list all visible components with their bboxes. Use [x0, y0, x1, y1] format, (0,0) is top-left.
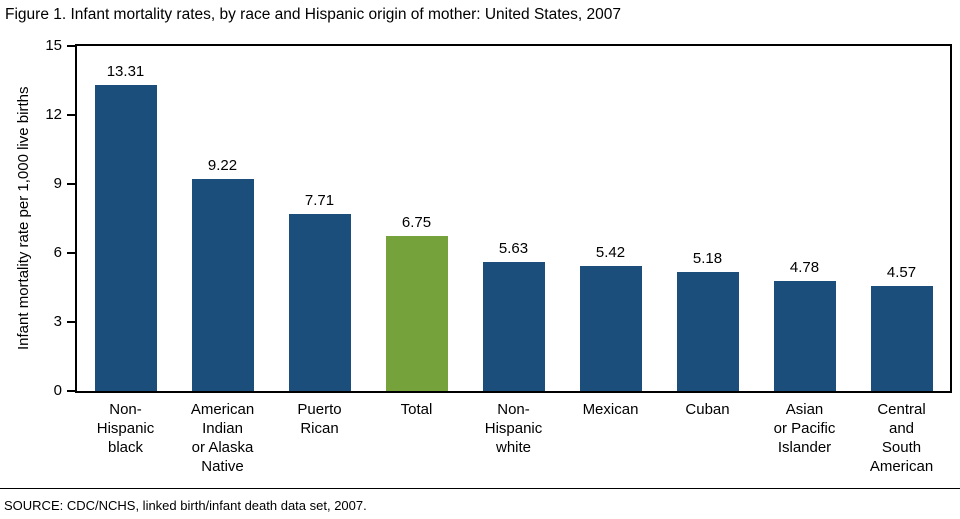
- x-category-label: Non- Hispanic white: [484, 401, 543, 456]
- bar: [482, 261, 545, 391]
- bar-value-label: 6.75: [401, 213, 432, 231]
- bar: [773, 281, 836, 391]
- x-category-label: Total: [400, 401, 433, 418]
- bar: [94, 84, 157, 391]
- bar: [676, 271, 739, 391]
- bar-value-label: 5.18: [692, 249, 723, 267]
- y-tick-label: 9: [53, 175, 62, 192]
- x-category-label: Asian or Pacific Islander: [773, 401, 836, 456]
- y-axis-label: Infant mortality rate per 1,000 live bir…: [15, 86, 32, 351]
- bar: [579, 266, 642, 391]
- x-category-label: Mexican: [582, 401, 639, 418]
- bar-value-label: 13.31: [106, 62, 145, 80]
- y-tick-mark: [67, 252, 75, 254]
- y-tick-label: 15: [45, 37, 62, 54]
- bar: [288, 213, 351, 391]
- y-tick-mark: [67, 321, 75, 323]
- bar-value-label: 5.42: [595, 244, 626, 262]
- x-category-label: Cuban: [685, 401, 730, 418]
- source-note: SOURCE: CDC/NCHS, linked birth/infant de…: [4, 498, 367, 513]
- x-category-label: Puerto Rican: [297, 401, 342, 437]
- bar-value-label: 5.63: [498, 239, 529, 257]
- bar-value-label: 9.22: [207, 156, 238, 174]
- y-tick-label: 3: [53, 313, 62, 330]
- bar-value-label: 4.78: [789, 259, 820, 277]
- plot-area: 13.31 9.22 7.71 6.75 5.63 5.42 5.18 4.78 4.57: [75, 44, 952, 393]
- y-tick-label: 6: [53, 244, 62, 261]
- bar-value-label: 4.57: [886, 263, 917, 281]
- bar: [870, 285, 933, 391]
- x-category-label: Central and South American: [869, 401, 934, 475]
- y-tick-mark: [67, 183, 75, 185]
- y-tick-mark: [67, 45, 75, 47]
- bar: [385, 235, 448, 391]
- x-category-label: Non- Hispanic black: [96, 401, 155, 456]
- x-category-label: American Indian or Alaska Native: [190, 401, 255, 475]
- y-tick-mark: [67, 390, 75, 392]
- divider-line: [0, 488, 960, 489]
- y-tick-mark: [67, 114, 75, 116]
- bar: [191, 178, 254, 391]
- y-tick-label: 12: [45, 106, 62, 123]
- figure-title: Figure 1. Infant mortality rates, by rac…: [5, 6, 622, 23]
- y-tick-label: 0: [53, 382, 62, 399]
- bar-value-label: 7.71: [304, 191, 335, 209]
